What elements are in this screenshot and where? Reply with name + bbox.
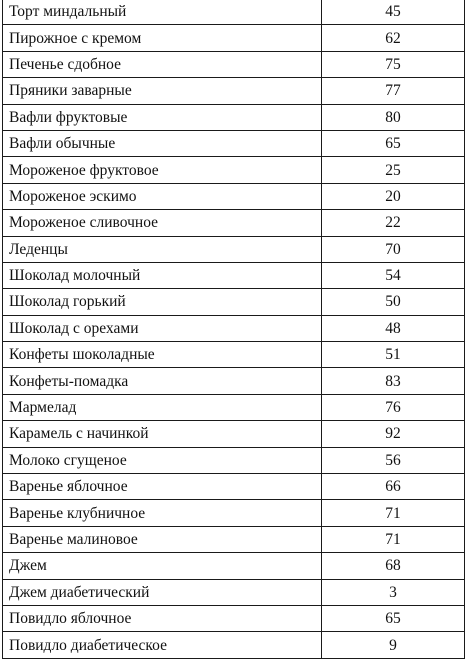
table-row: Печенье сдобное 75: [3, 51, 465, 77]
table-row: Пряники заварные 77: [3, 78, 465, 104]
product-name-cell: Пирожное с кремом: [3, 25, 322, 51]
table-row: Карамель с начинкой 92: [3, 421, 465, 447]
product-name-cell: Молоко сгущеное: [3, 447, 322, 473]
table-row: Джем 68: [3, 553, 465, 579]
product-name-cell: Джем диабетический: [3, 579, 322, 605]
value-cell: 92: [322, 421, 465, 447]
product-name-cell: Карамель с начинкой: [3, 421, 322, 447]
product-name-cell: Мороженое сливочное: [3, 210, 322, 236]
value-cell: 71: [322, 526, 465, 552]
product-name-cell: Конфеты шоколадные: [3, 342, 322, 368]
value-cell: 65: [322, 605, 465, 631]
table-row: Варенье яблочное 66: [3, 474, 465, 500]
value-cell: 50: [322, 289, 465, 315]
product-name-cell: Джем: [3, 553, 322, 579]
value-cell: 56: [322, 447, 465, 473]
product-name-cell: Шоколад молочный: [3, 262, 322, 288]
value-cell: 65: [322, 130, 465, 156]
table-row: Мороженое сливочное 22: [3, 210, 465, 236]
table-row: Вафли обычные 65: [3, 130, 465, 156]
value-cell: 45: [322, 0, 465, 25]
table-row: Конфеты-помадка 83: [3, 368, 465, 394]
value-cell: 80: [322, 104, 465, 130]
product-name-cell: Мармелад: [3, 394, 322, 420]
value-cell: 62: [322, 25, 465, 51]
table-row: Джем диабетический 3: [3, 579, 465, 605]
table-row: Пирожное с кремом 62: [3, 25, 465, 51]
value-cell: 68: [322, 553, 465, 579]
table-row: Молоко сгущеное 56: [3, 447, 465, 473]
product-name-cell: Варенье яблочное: [3, 474, 322, 500]
product-name-cell: Торт миндальный: [3, 0, 322, 25]
table-row: Вафли фруктовые 80: [3, 104, 465, 130]
product-name-cell: Шоколад горький: [3, 289, 322, 315]
table-row: Леденцы 70: [3, 236, 465, 262]
product-name-cell: Шоколад с орехами: [3, 315, 322, 341]
table-row: Шоколад горький 50: [3, 289, 465, 315]
value-cell: 20: [322, 183, 465, 209]
product-name-cell: Леденцы: [3, 236, 322, 262]
product-name-cell: Конфеты-помадка: [3, 368, 322, 394]
product-name-cell: Варенье клубничное: [3, 500, 322, 526]
value-cell: 76: [322, 394, 465, 420]
value-cell: 3: [322, 579, 465, 605]
table-row: Шоколад молочный 54: [3, 262, 465, 288]
value-cell: 54: [322, 262, 465, 288]
value-cell: 22: [322, 210, 465, 236]
table-row: Мороженое фруктовое 25: [3, 157, 465, 183]
product-name-cell: Пряники заварные: [3, 78, 322, 104]
product-name-cell: Мороженое фруктовое: [3, 157, 322, 183]
value-cell: 51: [322, 342, 465, 368]
table-row: Мармелад 76: [3, 394, 465, 420]
product-name-cell: Вафли фруктовые: [3, 104, 322, 130]
product-name-cell: Повидло яблочное: [3, 605, 322, 631]
product-name-cell: Вафли обычные: [3, 130, 322, 156]
table-body: Торт миндальный 45 Пирожное с кремом 62 Пе…: [3, 0, 465, 658]
product-name-cell: Повидло диабетическое: [3, 632, 322, 658]
table-row: Конфеты шоколадные 51: [3, 342, 465, 368]
value-cell: 48: [322, 315, 465, 341]
value-cell: 77: [322, 78, 465, 104]
table-row: Торт миндальный 45: [3, 0, 465, 25]
product-name-cell: Мороженое эскимо: [3, 183, 322, 209]
table-row: Шоколад с орехами 48: [3, 315, 465, 341]
value-cell: 71: [322, 500, 465, 526]
table-row: Мороженое эскимо 20: [3, 183, 465, 209]
table-row: Повидло яблочное 65: [3, 605, 465, 631]
value-cell: 25: [322, 157, 465, 183]
value-cell: 66: [322, 474, 465, 500]
value-cell: 83: [322, 368, 465, 394]
table-row: Варенье клубничное 71: [3, 500, 465, 526]
product-name-cell: Варенье малиновое: [3, 526, 322, 552]
product-name-cell: Печенье сдобное: [3, 51, 322, 77]
value-cell: 70: [322, 236, 465, 262]
value-cell: 75: [322, 51, 465, 77]
table-row: Варенье малиновое 71: [3, 526, 465, 552]
value-cell: 9: [322, 632, 465, 658]
table-row: Повидло диабетическое 9: [3, 632, 465, 658]
